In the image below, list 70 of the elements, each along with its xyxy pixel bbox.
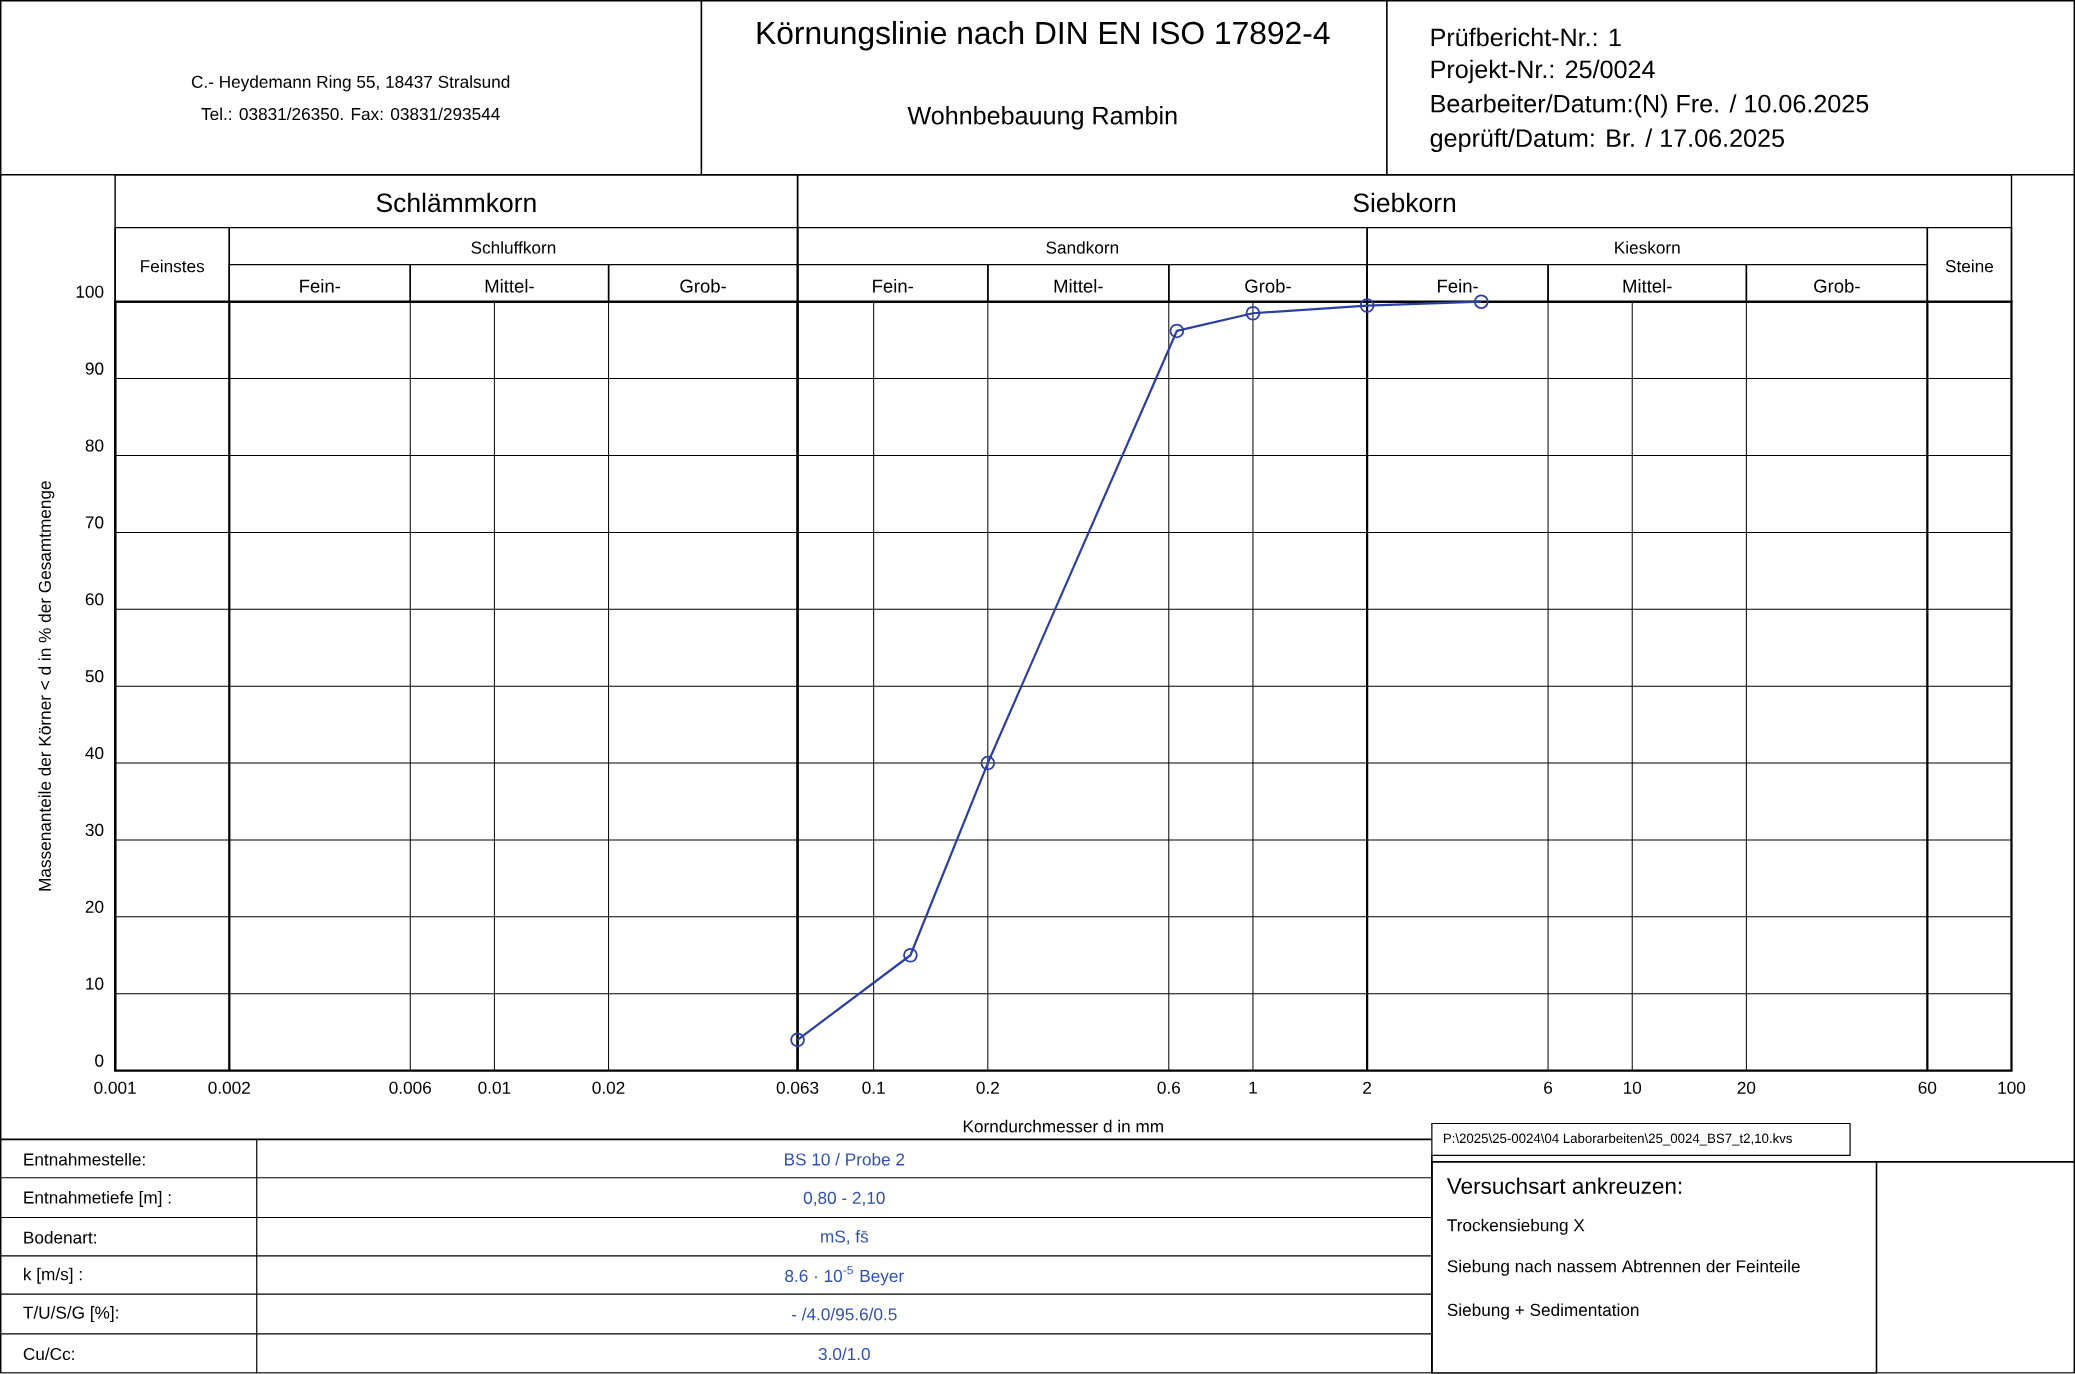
y-tick-label: 20 bbox=[85, 900, 104, 914]
text: Siebung nach nassem Abtrennen der Feinteile bbox=[1447, 1259, 1800, 1276]
y-tick-label: 70 bbox=[85, 516, 104, 529]
text: Mittel- bbox=[1054, 279, 1103, 293]
text: 3.0/1.0 bbox=[818, 1347, 870, 1361]
text: 0,80 - 2,10 bbox=[803, 1192, 885, 1207]
text: Mittel- bbox=[485, 279, 534, 293]
x-axis-title: Korndurchmesser d in mm bbox=[963, 1120, 1163, 1133]
x-tick-label: 10 bbox=[1623, 1081, 1642, 1095]
text: k [m/s] : bbox=[24, 1267, 82, 1284]
y-tick-label: 100 bbox=[76, 285, 104, 298]
chart-subtitle: Wohnbebauung Rambin bbox=[907, 106, 1177, 130]
text: Trockensiebung X bbox=[1447, 1218, 1585, 1235]
x-tick-label: 0.001 bbox=[94, 1081, 136, 1095]
x-tick-label: 60 bbox=[1918, 1081, 1937, 1095]
x-tick-label: 0.006 bbox=[389, 1081, 432, 1095]
text: - /4.0/95.6/0.5 bbox=[791, 1307, 897, 1321]
text: Entnahmestelle: bbox=[24, 1153, 145, 1166]
y-tick-label: 80 bbox=[85, 439, 104, 452]
x-tick-label: 0.002 bbox=[208, 1081, 250, 1095]
y-axis-title: Massenanteile der Körner < d in % der Gesamtmenge bbox=[38, 481, 55, 891]
x-tick-label: 1 bbox=[1249, 1081, 1257, 1094]
x-tick-label: 0.6 bbox=[1157, 1081, 1181, 1095]
text: Grob- bbox=[680, 279, 726, 293]
text: C.- Heydemann Ring 55, 18437 Stralsund bbox=[191, 75, 510, 92]
chart-title: Körnungslinie nach DIN EN ISO 17892-4 bbox=[757, 21, 1330, 51]
y-tick-label: 30 bbox=[85, 824, 104, 837]
y-tick-label: 40 bbox=[85, 747, 104, 760]
x-tick-label: 0.1 bbox=[862, 1081, 885, 1095]
text: Siebkorn bbox=[1353, 192, 1456, 213]
y-tick-label: 50 bbox=[85, 670, 104, 683]
text: 8.6 · 10$^{-5}$ Beyer bbox=[785, 1266, 904, 1286]
text: Bearbeiter/Datum:(N) Fre. / 10.06.2025 bbox=[1431, 94, 1869, 118]
text: Prüfbericht-Nr.: 1 bbox=[1431, 28, 1621, 47]
text: Sandkorn bbox=[1046, 241, 1119, 254]
x-tick-label: 2 bbox=[1363, 1081, 1371, 1094]
text: Schlämmkorn bbox=[376, 192, 536, 213]
text: Kieskorn bbox=[1615, 241, 1680, 254]
y-tick-label: 90 bbox=[85, 362, 104, 375]
text: geprüft/Datum: Br. / 17.06.2025 bbox=[1430, 128, 1784, 153]
text: Feinstes bbox=[141, 259, 205, 273]
text: Grob- bbox=[1245, 279, 1291, 293]
text: P:\2025\25-0024\04 Laborarbeiten\25_0024_BS7_t2,10.kvs bbox=[1443, 1133, 1792, 1146]
text: Fein- bbox=[873, 279, 913, 293]
x-tick-label: 20 bbox=[1737, 1081, 1756, 1095]
text: Fein- bbox=[300, 279, 341, 293]
y-tick-label: 0 bbox=[95, 1054, 104, 1067]
x-tick-label: 0.2 bbox=[976, 1081, 999, 1095]
text: T/U/S/G [%]: bbox=[23, 1306, 118, 1323]
x-tick-label: 100 bbox=[1998, 1081, 2026, 1095]
text: Schluffkorn bbox=[471, 241, 556, 254]
x-tick-label: 0.01 bbox=[478, 1081, 511, 1095]
text: Bodenart: bbox=[24, 1231, 96, 1244]
text: Entnahmetiefe [m] : bbox=[24, 1191, 171, 1208]
text: mS, fs̄ bbox=[821, 1230, 869, 1245]
text: Projekt-Nr.: 25/0024 bbox=[1431, 59, 1655, 84]
text: Versuchsart ankreuzen: bbox=[1446, 1177, 1682, 1195]
text: Steine bbox=[1945, 259, 1994, 273]
text: Mittel- bbox=[1623, 279, 1672, 293]
x-tick-label: 6 bbox=[1544, 1081, 1553, 1095]
text: Grob- bbox=[1814, 279, 1860, 293]
text: Cu/Cc: bbox=[23, 1347, 74, 1361]
y-tick-label: 60 bbox=[85, 593, 104, 606]
text: Fein- bbox=[1438, 279, 1478, 293]
text: BS 10 / Probe 2 bbox=[785, 1153, 905, 1166]
y-tick-label: 10 bbox=[86, 977, 104, 990]
text: Tel.: 03831/26350. Fax: 03831/293544 bbox=[201, 107, 500, 121]
text: Siebung + Sedimentation bbox=[1447, 1303, 1639, 1320]
x-tick-label: 0.063 bbox=[776, 1081, 819, 1095]
x-tick-label: 0.02 bbox=[592, 1081, 625, 1095]
